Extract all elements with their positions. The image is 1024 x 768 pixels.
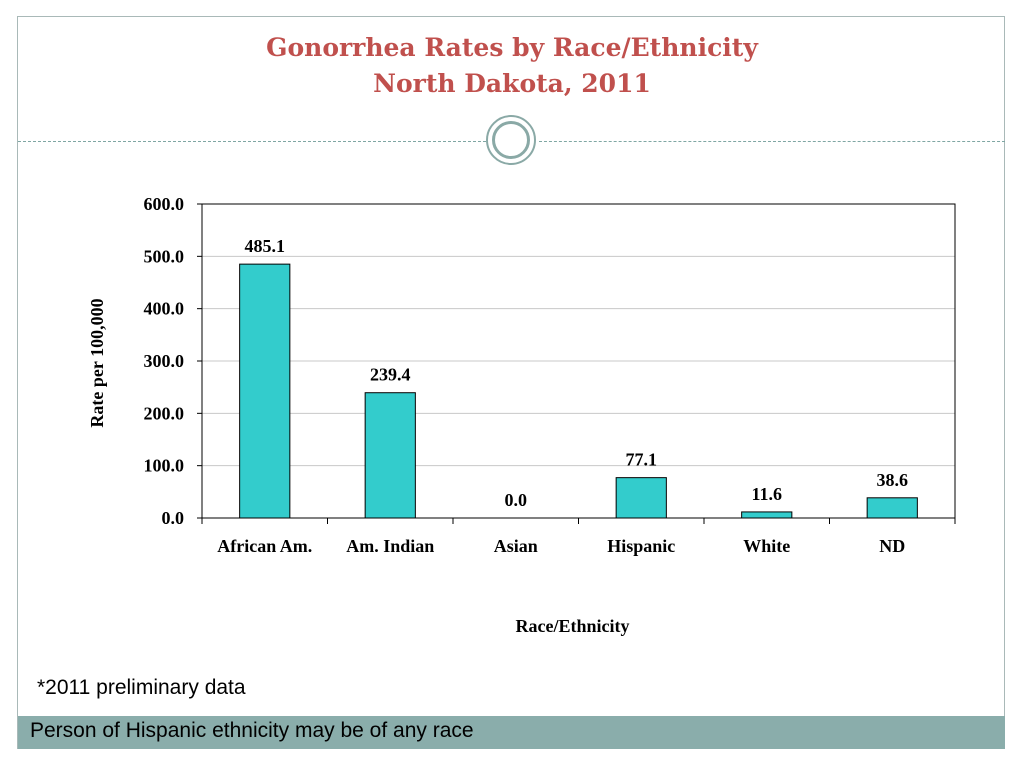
title-line-1: Gonorrhea Rates by Race/Ethnicity: [266, 33, 758, 62]
bar-african-am: [239, 263, 291, 519]
bar-hispanic: [615, 477, 667, 519]
data-label: 38.6: [877, 470, 909, 490]
x-category-label: White: [743, 536, 790, 556]
y-tick-label: 400.0: [144, 299, 185, 319]
bar-am-indian: [364, 392, 416, 519]
bar-nd: [866, 497, 918, 519]
footnote: *2011 preliminary data: [37, 676, 246, 699]
divider-ring-inner: [492, 121, 530, 159]
x-category-label: ND: [879, 536, 905, 556]
data-label: 239.4: [370, 365, 411, 385]
data-label: 0.0: [505, 490, 528, 510]
y-tick-label: 100.0: [144, 456, 185, 476]
title-divider-left: [18, 141, 486, 142]
x-category-label: African Am.: [217, 536, 312, 556]
data-label: 77.1: [626, 450, 658, 470]
axes: [197, 203, 956, 524]
labels: 0.0 100.0 200.0 300.0 400.0 500.0 600.0 485.1 Af…: [87, 194, 908, 636]
footer-band: Person of Hispanic ethnicity may be of a…: [18, 716, 1005, 749]
y-tick-label: 0.0: [162, 508, 185, 528]
y-tick-label: 500.0: [144, 246, 185, 266]
x-category-label: Asian: [494, 536, 538, 556]
slide-title: Gonorrhea Rates by Race/Ethnicity North …: [0, 30, 1024, 102]
data-label: 485.1: [245, 236, 286, 256]
y-axis-title: Rate per 100,000: [87, 298, 107, 427]
x-axis-title: Race/Ethnicity: [516, 616, 630, 636]
footer-text: Person of Hispanic ethnicity may be of a…: [30, 719, 474, 742]
x-category-label: Hispanic: [607, 536, 675, 556]
y-tick-label: 300.0: [144, 351, 185, 371]
title-divider-right: [539, 141, 1005, 142]
y-tick-label: 200.0: [144, 403, 185, 423]
bar-white: [741, 511, 793, 519]
data-label: 11.6: [751, 484, 782, 504]
title-line-2: North Dakota, 2011: [373, 69, 651, 98]
grid-lines: [202, 255, 955, 467]
y-tick-label: 600.0: [144, 194, 185, 214]
x-category-label: Am. Indian: [346, 536, 434, 556]
bars: [239, 263, 918, 519]
